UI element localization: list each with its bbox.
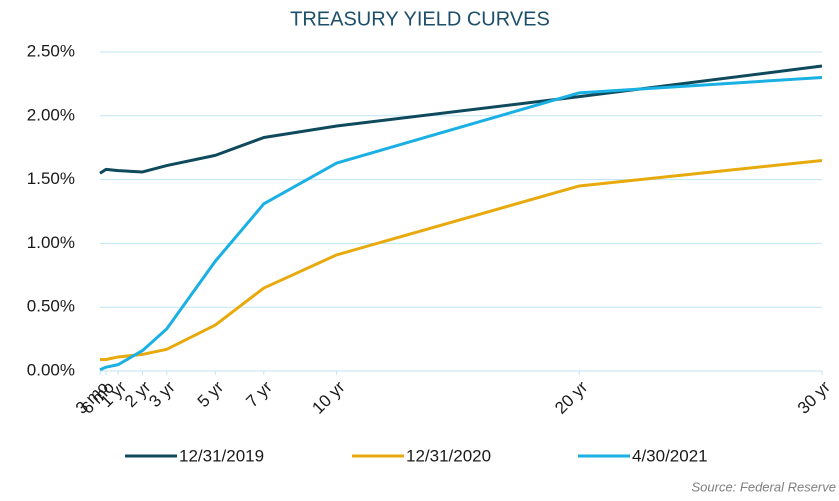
y-tick-label: 1.00% xyxy=(27,233,75,252)
legend-label: 12/31/2020 xyxy=(406,446,491,465)
x-tick-label: 3 yr xyxy=(145,377,179,411)
y-tick-label: 0.50% xyxy=(27,297,75,316)
series-line xyxy=(99,64,823,175)
series-line xyxy=(100,158,823,362)
series-line xyxy=(99,76,823,372)
legend-label: 4/30/2021 xyxy=(632,446,708,465)
x-tick-label: 10 yr xyxy=(308,377,348,417)
legend-label: 12/31/2019 xyxy=(179,446,264,465)
source-note: Source: Federal Reserve xyxy=(691,479,836,494)
x-tick-label: 5 yr xyxy=(194,377,228,411)
y-tick-label: 1.50% xyxy=(27,169,75,188)
y-tick-label: 2.50% xyxy=(27,41,75,60)
x-tick-label: 7 yr xyxy=(242,377,276,411)
y-tick-label: 0.00% xyxy=(27,360,75,379)
x-tick-label: 20 yr xyxy=(551,377,591,417)
y-tick-label: 2.00% xyxy=(27,105,75,124)
x-tick-label: 30 yr xyxy=(794,377,834,417)
chart-title: TREASURY YIELD CURVES xyxy=(290,8,550,30)
